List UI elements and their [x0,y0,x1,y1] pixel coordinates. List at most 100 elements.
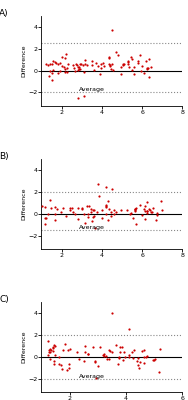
Point [117,52,120,58]
Point [101,206,104,213]
Point [145,65,148,71]
Point [135,358,138,364]
Point [126,61,129,68]
Point [110,186,113,192]
Point [136,362,139,368]
Point [47,347,50,354]
Point [130,54,133,60]
Point [45,61,48,68]
Point [115,342,118,348]
Point [136,354,139,361]
Point [133,206,136,213]
Point [160,207,163,213]
Point [91,207,94,214]
Point [52,344,55,351]
Point [128,64,131,71]
Point [86,350,89,357]
Point [112,66,115,73]
Point [143,203,146,210]
Point [74,68,77,75]
Point [147,56,150,63]
Point [140,211,143,218]
Point [103,350,106,357]
Text: Average: Average [79,225,105,230]
Point [137,365,140,372]
Point [143,216,146,222]
Point [47,338,50,344]
Point [75,349,78,356]
Point [140,348,143,354]
Point [145,66,148,72]
Point [109,208,112,215]
Point [113,210,116,217]
Point [67,365,70,371]
Point [53,204,56,210]
Point [65,366,68,373]
Point [83,358,86,364]
Point [92,344,95,350]
Point [90,218,93,224]
Point [58,361,61,367]
Point [122,61,125,67]
Point [51,70,54,77]
Point [61,63,64,69]
Point [46,62,49,68]
Point [155,217,158,223]
Point [74,210,77,217]
Point [149,207,152,214]
Point [82,69,85,76]
Point [43,214,46,221]
Point [63,54,66,61]
Point [119,349,122,356]
Point [62,64,65,70]
Point [76,67,79,73]
Point [114,208,117,215]
Point [158,346,161,352]
Point [156,210,159,216]
Point [44,204,47,210]
Point [54,216,57,223]
Text: Average: Average [79,374,105,379]
Text: C): C) [0,295,9,304]
Point [79,61,82,68]
Point [112,207,115,214]
Point [108,348,111,354]
Point [82,92,85,99]
Point [136,58,139,64]
Point [154,356,157,362]
Point [110,27,113,33]
Point [138,359,141,365]
Point [123,354,126,361]
Point [149,209,152,216]
Point [96,181,99,188]
Point [102,352,105,358]
Point [138,202,141,208]
Point [46,352,49,358]
Point [61,54,64,60]
Point [151,205,154,211]
Point [133,64,136,70]
Point [131,55,134,62]
Point [105,352,108,359]
Point [100,65,103,72]
Point [155,212,158,218]
Point [52,344,55,351]
Point [108,55,111,61]
Point [40,203,43,209]
Point [147,73,150,80]
Point [88,203,91,210]
Point [64,65,67,72]
Point [56,70,59,76]
Point [76,95,79,101]
Point [133,346,136,353]
Point [127,58,130,65]
Point [147,206,150,212]
Point [118,354,121,361]
Point [105,202,108,208]
Y-axis label: Difference: Difference [22,331,27,364]
Point [49,355,52,362]
Point [80,205,83,211]
Point [65,65,68,71]
Point [54,211,57,218]
Point [94,359,97,366]
